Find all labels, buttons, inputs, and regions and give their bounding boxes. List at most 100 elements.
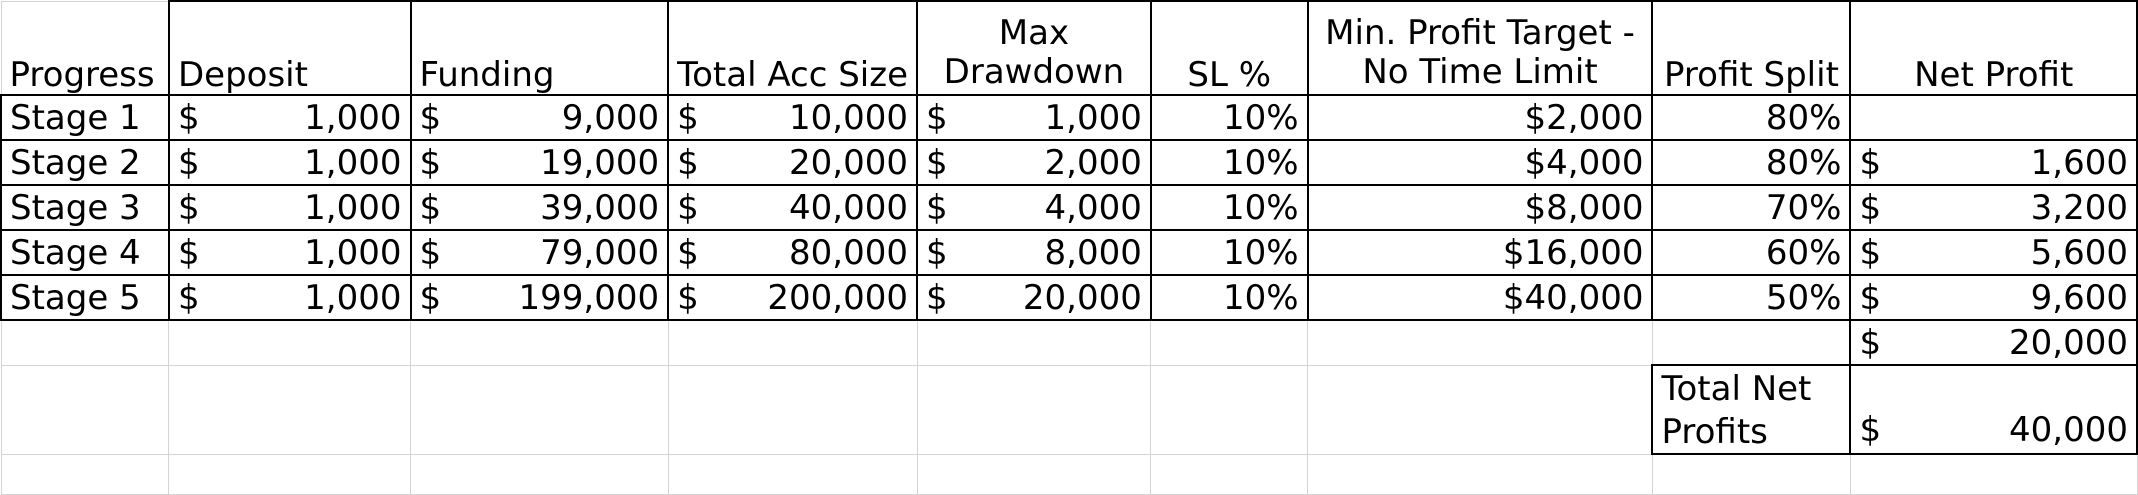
empty-cell[interactable] <box>168 364 412 455</box>
table-row: Stage 3 $1,000 $39,000 $40,000 $4,000 10… <box>0 184 2138 231</box>
empty-cell[interactable] <box>410 319 669 366</box>
cell-total[interactable]: $40,000 <box>667 184 919 231</box>
cell-drawdown[interactable]: $20,000 <box>916 274 1152 321</box>
empty-cell[interactable] <box>1150 319 1309 366</box>
cell-funding[interactable]: $19,000 <box>409 139 670 186</box>
cell-stage[interactable]: Stage 3 <box>0 184 170 231</box>
cell-target[interactable]: $16,000 <box>1306 229 1654 276</box>
cell-total[interactable]: $80,000 <box>667 229 919 276</box>
empty-cell[interactable] <box>0 319 170 366</box>
cell-net[interactable]: $3,200 <box>1849 184 2138 231</box>
empty-cell[interactable] <box>1849 453 2138 495</box>
empty-cell[interactable] <box>1307 453 1653 495</box>
header-net-profit[interactable]: Net Profit <box>1849 0 2138 96</box>
empty-cell[interactable] <box>1651 319 1851 366</box>
empty-cell[interactable] <box>1651 453 1851 495</box>
empty-cell[interactable] <box>916 364 1152 455</box>
empty-cell[interactable] <box>0 364 170 455</box>
empty-cell[interactable] <box>410 364 669 455</box>
cell-value: 8,000 <box>1044 232 1142 273</box>
cell-net[interactable]: $1,600 <box>1849 139 2138 186</box>
header-funding[interactable]: Funding <box>409 0 670 96</box>
cell-split[interactable]: 80% <box>1651 139 1852 186</box>
cell-net[interactable]: $5,600 <box>1849 229 2138 276</box>
empty-cell[interactable] <box>1307 364 1653 455</box>
empty-cell[interactable] <box>667 364 918 455</box>
cell-funding[interactable]: $39,000 <box>409 184 670 231</box>
cell-funding[interactable]: $9,000 <box>409 94 670 141</box>
cell-value: 199,000 <box>518 277 660 318</box>
cell-drawdown[interactable]: $2,000 <box>916 139 1152 186</box>
cell-drawdown[interactable]: $8,000 <box>916 229 1152 276</box>
cell-target[interactable]: $2,000 <box>1306 94 1654 141</box>
table-row: Stage 2 $1,000 $19,000 $20,000 $2,000 10… <box>0 139 2138 186</box>
header-max-drawdown[interactable]: Max Drawdown <box>916 0 1152 96</box>
cell-value: 1,000 <box>304 142 402 183</box>
currency-symbol: $ <box>677 277 699 318</box>
cell-sl[interactable]: 10% <box>1149 139 1309 186</box>
header-min-profit-target[interactable]: Min. Profit Target - No Time Limit <box>1306 0 1654 96</box>
empty-cell[interactable] <box>1307 319 1653 366</box>
cell-target[interactable]: $4,000 <box>1306 139 1654 186</box>
currency-symbol: $ <box>1859 232 1882 273</box>
cell-value: 39,000 <box>540 187 660 228</box>
currency-symbol: $ <box>677 187 699 228</box>
cell-split[interactable]: 70% <box>1651 184 1852 231</box>
cell-deposit[interactable]: $1,000 <box>167 229 412 276</box>
empty-cell[interactable] <box>667 453 918 495</box>
cell-drawdown[interactable]: $4,000 <box>916 184 1152 231</box>
cell-stage[interactable]: Stage 5 <box>0 274 170 321</box>
cell-value: 2,000 <box>1044 142 1142 183</box>
cell-funding[interactable]: $199,000 <box>409 274 670 321</box>
cell-stage[interactable]: Stage 2 <box>0 139 170 186</box>
header-deposit[interactable]: Deposit <box>167 0 412 96</box>
table-row: Stage 1 $1,000 $9,000 $10,000 $1,000 10%… <box>0 94 2138 141</box>
empty-cell[interactable] <box>168 319 412 366</box>
empty-cell[interactable] <box>916 319 1152 366</box>
header-sl-pct[interactable]: SL % <box>1149 0 1309 96</box>
cell-net[interactable] <box>1849 94 2138 141</box>
cell-sl[interactable]: 10% <box>1149 94 1309 141</box>
currency-symbol: $ <box>926 232 948 273</box>
cell-deposit[interactable]: $1,000 <box>167 94 412 141</box>
cell-value: 20,000 <box>789 142 909 183</box>
cell-total[interactable]: $200,000 <box>667 274 919 321</box>
empty-row <box>0 453 2138 495</box>
cell-total[interactable]: $10,000 <box>667 94 919 141</box>
cell-deposit[interactable]: $1,000 <box>167 139 412 186</box>
header-progress[interactable]: Progress <box>0 0 170 96</box>
empty-cell[interactable] <box>168 453 412 495</box>
empty-cell[interactable] <box>916 453 1152 495</box>
cell-deposit[interactable]: $1,000 <box>167 184 412 231</box>
empty-cell[interactable] <box>410 453 669 495</box>
cell-funding[interactable]: $79,000 <box>409 229 670 276</box>
cell-stage[interactable]: Stage 1 <box>0 94 170 141</box>
header-max-drawdown-line1: Max <box>998 12 1070 53</box>
header-profit-split[interactable]: Profit Split <box>1651 0 1852 96</box>
total-net-profits-value[interactable]: $40,000 <box>1849 364 2138 455</box>
cell-value: 200,000 <box>767 277 909 318</box>
cell-net-subtotal[interactable]: $20,000 <box>1849 319 2138 366</box>
cell-total[interactable]: $20,000 <box>667 139 919 186</box>
empty-cell[interactable] <box>1150 364 1309 455</box>
cell-target[interactable]: $40,000 <box>1306 274 1654 321</box>
empty-cell[interactable] <box>0 453 170 495</box>
currency-symbol: $ <box>419 232 442 273</box>
cell-net[interactable]: $9,600 <box>1849 274 2138 321</box>
cell-split[interactable]: 60% <box>1651 229 1852 276</box>
empty-cell[interactable] <box>1150 453 1309 495</box>
cell-split[interactable]: 50% <box>1651 274 1852 321</box>
cell-sl[interactable]: 10% <box>1149 229 1309 276</box>
cell-split[interactable]: 80% <box>1651 94 1852 141</box>
cell-target[interactable]: $8,000 <box>1306 184 1654 231</box>
cell-value: 10,000 <box>789 97 909 138</box>
total-net-profits-label[interactable]: Total Net Profits <box>1651 364 1852 455</box>
cell-stage[interactable]: Stage 4 <box>0 229 170 276</box>
currency-symbol: $ <box>177 97 200 138</box>
cell-deposit[interactable]: $1,000 <box>167 274 412 321</box>
empty-cell[interactable] <box>667 319 918 366</box>
cell-drawdown[interactable]: $1,000 <box>916 94 1152 141</box>
cell-sl[interactable]: 10% <box>1149 184 1309 231</box>
header-total-acc-size[interactable]: Total Acc Size <box>667 0 919 96</box>
cell-sl[interactable]: 10% <box>1149 274 1309 321</box>
